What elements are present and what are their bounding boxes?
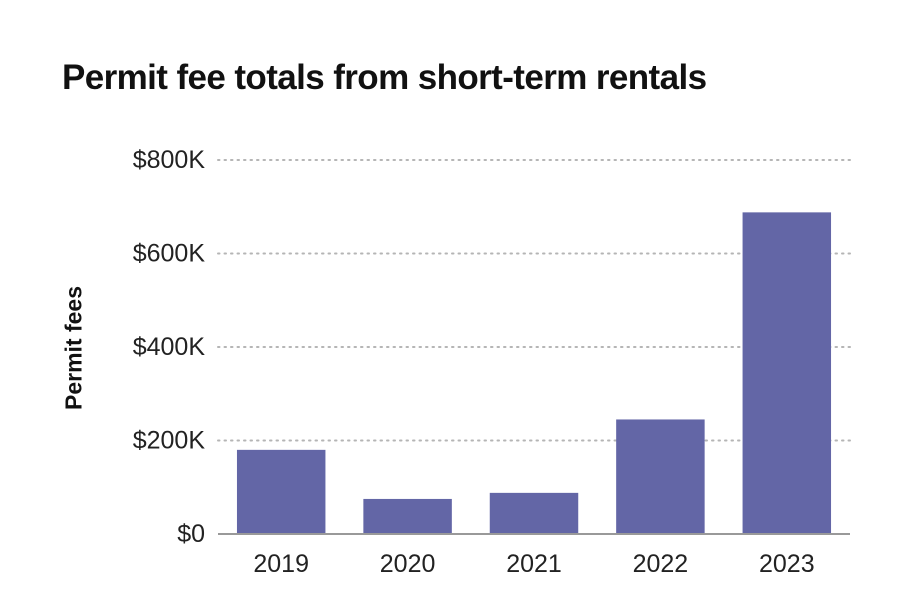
y-tick-label: $0 — [177, 520, 205, 548]
x-tick-label: 2022 — [633, 550, 689, 578]
x-tick-label: 2019 — [253, 550, 309, 578]
bar-2022 — [616, 419, 705, 534]
y-tick-labels: $0 $200K $400K $600K $800K — [133, 146, 206, 548]
bar-2023 — [742, 212, 832, 535]
x-tick-label: 2021 — [506, 550, 562, 578]
y-tick-label: $800K — [133, 146, 206, 174]
bars — [236, 212, 832, 535]
y-tick-label: $200K — [133, 427, 206, 455]
bar-2020 — [363, 498, 452, 534]
y-tick-label: $600K — [133, 240, 206, 268]
chart-title: Permit fee totals from short-term rental… — [62, 58, 707, 97]
bar-2021 — [489, 492, 579, 534]
bar-2019 — [236, 449, 326, 534]
x-tick-label: 2023 — [759, 550, 815, 578]
x-tick-label: 2020 — [380, 550, 436, 578]
x-tick-labels: 2019 2020 2021 2022 2023 — [253, 550, 814, 578]
y-tick-label: $400K — [133, 333, 206, 361]
